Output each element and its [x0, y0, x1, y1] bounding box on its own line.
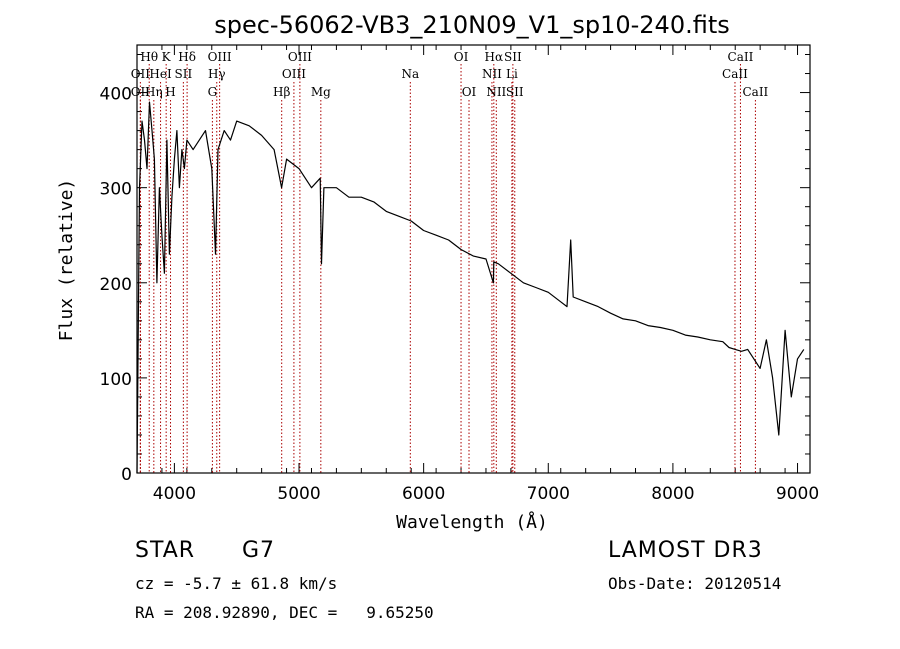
spectral-line-label: OII	[131, 67, 151, 81]
spectral-line-label: NII	[486, 85, 506, 99]
flux-line	[136, 101, 805, 474]
flux-series	[136, 101, 805, 474]
y-tick-label: 200	[100, 275, 132, 295]
spectral-line-label: Hγ	[208, 67, 226, 81]
spectral-line-label: CaII	[722, 67, 748, 81]
spectral-line-label: K	[162, 50, 172, 64]
object-subclass: G7	[242, 538, 276, 563]
x-tick-label: 7000	[527, 484, 570, 504]
spectral-line-label: OI	[462, 85, 477, 99]
spectral-line-label: SII	[175, 67, 193, 81]
x-tick-label: 8000	[651, 484, 694, 504]
y-axis-label: Flux (relative)	[56, 179, 77, 342]
spectral-line-label: HeI	[149, 67, 172, 81]
spectral-line-label: OIII	[288, 50, 312, 64]
spectral-line-label: Hη	[145, 85, 163, 99]
spectral-line-label: Na	[401, 67, 419, 81]
x-axis-label: Wavelength (Å)	[396, 511, 548, 533]
spectral-line-label: Mg	[311, 85, 331, 99]
survey-name: LAMOST DR3	[608, 538, 763, 563]
spectral-line-label: NII	[482, 67, 502, 81]
axis-tick-labels: 4000 5000 6000 7000 8000 9000 0 100 200 300 400	[100, 85, 820, 504]
spectral-line-label: CaII	[742, 85, 768, 99]
spectral-line-label: Li	[506, 67, 518, 81]
spectral-line-label: Hβ	[273, 85, 290, 99]
object-class: STAR	[135, 538, 196, 563]
x-tick-label: 9000	[776, 484, 819, 504]
spectral-line-label: OIII	[208, 50, 232, 64]
y-tick-label: 0	[121, 465, 132, 485]
y-tick-label: 400	[100, 85, 132, 105]
y-tick-label: 300	[100, 180, 132, 200]
spectral-line-label: Hδ	[178, 50, 196, 64]
axis-ticks	[136, 45, 811, 474]
spectral-line-label: Hα	[485, 50, 504, 64]
redshift-velocity: cz = -5.7 ± 61.8 km/s	[135, 574, 338, 593]
y-tick-label: 100	[100, 370, 132, 390]
x-tick-label: 6000	[402, 484, 445, 504]
spectral-line-label: SII	[504, 50, 522, 64]
spectral-line-label: OI	[454, 50, 469, 64]
spectral-line-label: Hθ	[140, 50, 158, 64]
ra-dec-coordinates: RA = 208.92890, DEC = 9.65250	[135, 603, 434, 622]
spectral-line-label: OIII	[282, 67, 306, 81]
chart-title: spec-56062-VB3_210N09_V1_sp10-240.fits	[214, 11, 730, 39]
plot-frame	[136, 44, 811, 474]
spectral-line-label: SII	[506, 85, 524, 99]
x-tick-label: 4000	[153, 484, 196, 504]
spectral-line-label: G	[208, 85, 218, 99]
spectral-line-label: H	[165, 85, 175, 99]
x-tick-label: 5000	[277, 484, 320, 504]
spectral-line-label: CaII	[728, 50, 754, 64]
observation-date: Obs-Date: 20120514	[608, 574, 782, 593]
spectral-line-label: OII	[131, 85, 151, 99]
